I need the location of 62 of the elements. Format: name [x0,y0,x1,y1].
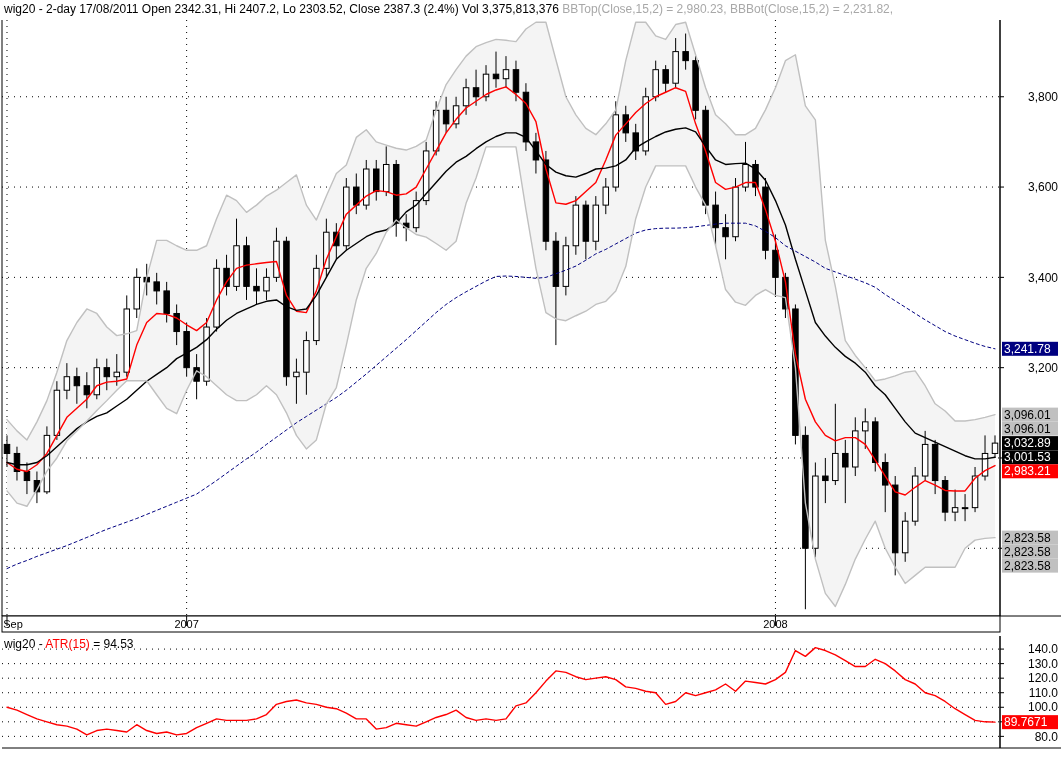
candlestick [961,493,969,522]
x-tick-label: 2007 [174,618,199,630]
candlestick [842,439,849,504]
candlestick [822,457,829,504]
candlestick [951,489,959,522]
candlestick [63,362,71,400]
candlestick [263,267,270,301]
chart-title: wig20 - [3,637,43,651]
line-series [6,21,996,441]
text: 2,823.58 [1004,544,1052,559]
candlestick [722,213,729,260]
candlestick [472,69,480,107]
candlestick [442,96,450,134]
chart-title: wig20 - 2-day 17/08/2011 Open 2342.31, Hi 2407.2, Lo 2303.52, Close 2387.3 (2.4%) Vol 3,375,813,376 [3,2,560,16]
text: 2,823.58 [1004,558,1052,573]
candlestick [293,358,300,405]
y-tick-label: 130.0 [1027,656,1059,671]
candlestick [502,55,510,89]
y-tick-label: 3,600 [1027,180,1059,195]
candlestick [881,452,889,513]
candlestick [622,105,629,143]
data-label: 2,823.58 [1004,530,1052,545]
y-tick-label: 3,800 [1027,89,1059,104]
candlestick [662,64,669,93]
candlestick [83,371,91,409]
candlestick [153,272,160,305]
data-label: 89.7671 [1004,715,1048,730]
candlestick [742,141,749,193]
text: 3,096.01 [1004,421,1052,436]
x-tick-label: Sep [3,618,23,630]
candlestick [173,303,180,346]
y-tick-label: 80.0 [1034,729,1059,744]
candlestick [163,281,170,324]
candlestick [103,358,111,391]
x-tick-label: 2008 [763,618,788,630]
candlestick [602,177,610,215]
data-label: 3,001.53 [1004,450,1052,465]
y-tick-label: 140.0 [1027,642,1059,657]
y-tick-label: 110.0 [1028,685,1059,700]
candlestick [682,33,689,71]
line-series [6,222,996,570]
candlestick [512,60,520,102]
y-tick-label: 3,400 [1027,270,1059,285]
candlestick [113,353,121,387]
data-label: 3,096.01 [1004,407,1052,422]
y-tick-label: 3,200 [1027,360,1059,375]
candlestick [462,78,470,116]
annotation: = 94.53 [89,637,134,651]
y-tick-label: 100.0 [1027,700,1059,715]
candlestick [73,367,81,405]
y-tick-label: 120.0 [1027,671,1059,686]
text: BBBot(Close,15,2) = 2,231.82, [726,2,894,16]
candlestick [862,407,869,450]
text: 3,032.89 [1004,436,1051,451]
candlestick [353,173,360,215]
text: BBTop(Close,15,2) = 2,980.23, [558,2,727,16]
line-series [6,146,996,608]
text: ATR(15) [42,637,90,651]
data-label: 3,241.78 [1004,342,1052,356]
data-label: 2,983.21 [1004,464,1052,479]
candlestick [373,159,380,202]
candlestick [253,267,260,305]
